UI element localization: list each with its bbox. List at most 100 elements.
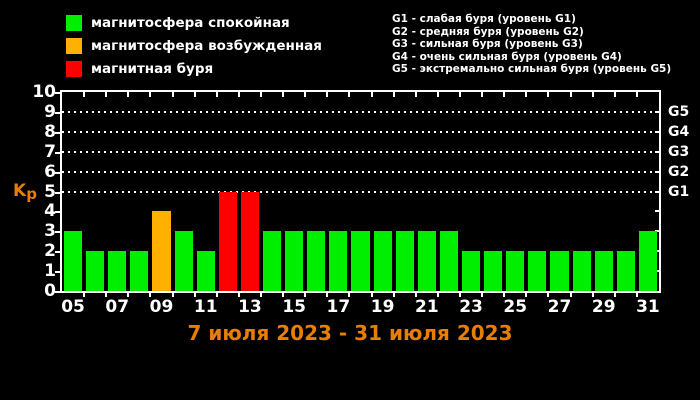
y-axis-label-8: 8 bbox=[44, 121, 56, 142]
g-level-label-g5: G5 bbox=[668, 103, 690, 120]
x-axis-label-11: 11 bbox=[193, 297, 218, 317]
bottom-tick bbox=[591, 293, 594, 297]
x-axis-labels: 05 07 09 11 13 15 17 19 21 23 25 27 29 31 bbox=[61, 297, 660, 317]
right-tick bbox=[655, 130, 659, 133]
y-axis-label-7: 7 bbox=[44, 141, 56, 162]
bottom-tick bbox=[613, 293, 616, 297]
g-level-label-g1: G1 bbox=[668, 183, 690, 200]
legend-item-label: магнитосфера возбужденная bbox=[91, 38, 322, 54]
kp-bar-day-28 bbox=[572, 251, 591, 291]
top-tick bbox=[171, 92, 174, 97]
y-axis-tick bbox=[55, 271, 60, 274]
gridline-kp6 bbox=[62, 170, 659, 173]
kp-bar-day-11 bbox=[196, 251, 215, 291]
top-tick bbox=[237, 92, 240, 97]
gridline-kp8 bbox=[62, 130, 659, 133]
bottom-tick bbox=[481, 293, 484, 297]
y-axis-label-3: 3 bbox=[44, 221, 56, 242]
y-axis-tick bbox=[55, 231, 60, 234]
x-axis-label-09: 09 bbox=[149, 297, 174, 317]
kp-bar-day-22 bbox=[439, 231, 458, 291]
g-level-label-g3: G3 bbox=[668, 143, 690, 160]
kp-bar-day-29 bbox=[594, 251, 613, 291]
top-tick bbox=[591, 92, 594, 97]
bottom-tick bbox=[436, 293, 439, 297]
top-tick bbox=[503, 92, 506, 97]
quiet-color-swatch-icon bbox=[66, 15, 82, 31]
kp-bar-day-14 bbox=[263, 231, 282, 291]
y-axis-label-1: 1 bbox=[44, 261, 56, 282]
y-axis-tick bbox=[55, 251, 60, 254]
storm-level-line-g5: G5 - экстремально сильная буря (уровень … bbox=[392, 63, 672, 75]
top-tick bbox=[481, 92, 484, 97]
top-tick bbox=[83, 92, 86, 97]
y-axis-label-2: 2 bbox=[44, 241, 56, 262]
g-level-label-g2: G2 bbox=[668, 163, 690, 180]
y-axis-tick bbox=[55, 111, 60, 114]
top-tick bbox=[547, 92, 550, 97]
bottom-tick bbox=[193, 293, 196, 297]
legend-item-storm: магнитная буря bbox=[66, 61, 322, 77]
top-tick bbox=[613, 92, 616, 97]
bottom-tick bbox=[171, 293, 174, 297]
x-axis-label-17: 17 bbox=[326, 297, 351, 317]
date-range-subtitle: 7 июля 2023 - 31 июля 2023 bbox=[187, 321, 513, 345]
y-axis-label-9: 9 bbox=[44, 101, 56, 122]
top-tick bbox=[193, 92, 196, 97]
kp-bar-day-07 bbox=[108, 251, 127, 291]
bottom-tick bbox=[83, 293, 86, 297]
top-tick bbox=[304, 92, 307, 97]
x-axis-label-07: 07 bbox=[105, 297, 130, 317]
g-level-label-g4: G4 bbox=[668, 123, 690, 140]
x-axis-label-23: 23 bbox=[459, 297, 483, 317]
bottom-tick bbox=[260, 293, 262, 297]
gridline-kp9 bbox=[62, 110, 659, 113]
kp-bar-day-15 bbox=[285, 231, 304, 291]
top-tick bbox=[260, 92, 262, 97]
y-axis-ticks bbox=[55, 92, 60, 293]
kp-bar-day-19 bbox=[373, 231, 392, 291]
right-tick bbox=[655, 210, 659, 213]
top-tick bbox=[215, 92, 218, 97]
bottom-tick bbox=[414, 293, 417, 297]
y-axis-tick bbox=[55, 191, 60, 194]
right-tick bbox=[655, 250, 659, 253]
legend: магнитосфера спокойная магнитосфера возбу… bbox=[66, 15, 322, 84]
kp-bar-day-16 bbox=[307, 231, 326, 291]
y-axis-tick bbox=[55, 151, 60, 154]
bottom-tick bbox=[348, 293, 351, 297]
bottom-tick bbox=[215, 293, 218, 297]
bottom-tick bbox=[635, 293, 638, 297]
bottom-tick bbox=[237, 293, 240, 297]
x-axis-label-05: 05 bbox=[61, 297, 85, 317]
bottom-tick bbox=[149, 293, 152, 297]
g-level-labels: G1 G2 G3 G4 G5 bbox=[668, 91, 698, 290]
bottom-tick bbox=[459, 293, 461, 297]
storm-level-key: G1 - слабая буря (уровень G1) G2 - средня… bbox=[392, 13, 671, 76]
legend-item-quiet: магнитосфера спокойная bbox=[66, 15, 322, 31]
top-tick bbox=[392, 92, 395, 97]
kp-bar-day-31 bbox=[638, 231, 657, 291]
kp-bar-day-09 bbox=[152, 211, 171, 291]
legend-item-excited: магнитосфера возбужденная bbox=[66, 38, 322, 54]
top-tick bbox=[569, 92, 572, 97]
y-axis-tick bbox=[55, 211, 60, 214]
top-tick bbox=[282, 92, 285, 97]
right-tick bbox=[655, 110, 659, 113]
right-tick bbox=[655, 230, 659, 233]
top-tick bbox=[525, 92, 528, 97]
storm-level-line-g2: G2 - средняя буря (уровень G2) bbox=[392, 25, 584, 38]
storm-level-line-g3: G3 - сильная буря (уровень G3) bbox=[392, 38, 583, 50]
right-tick bbox=[655, 270, 659, 273]
storm-level-line-g4: G4 - очень сильная буря (уровень G4) bbox=[392, 50, 622, 63]
kp-bar-day-10 bbox=[174, 231, 193, 291]
kp-bar-day-30 bbox=[616, 251, 635, 291]
bottom-tick bbox=[105, 293, 108, 297]
x-axis-label-29: 29 bbox=[591, 297, 616, 317]
top-tick bbox=[105, 92, 108, 97]
y-axis-tick bbox=[55, 171, 60, 174]
top-tick bbox=[348, 92, 351, 97]
x-axis-label-25: 25 bbox=[503, 297, 528, 317]
x-axis-label-31: 31 bbox=[636, 297, 660, 317]
top-tick bbox=[414, 92, 417, 97]
